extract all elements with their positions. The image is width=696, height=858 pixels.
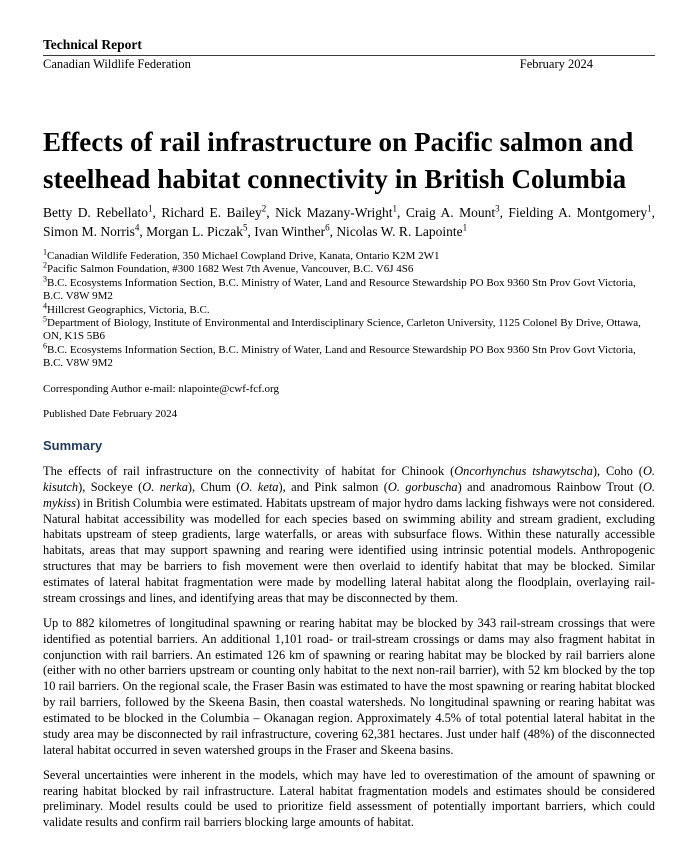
affiliation-ref: 3 [495, 203, 500, 214]
affiliation-ref: 1 [462, 222, 468, 233]
species-name: O. mykiss [43, 479, 655, 510]
affiliation-ref: 4 [134, 222, 140, 233]
published-date-line: Published Date February 2024 [43, 407, 178, 420]
header-date: February 2024 [519, 56, 593, 71]
author-list: Betty D. Rebellato1, Richard E. Bailey2,… [43, 203, 656, 239]
species-name: O. gorbuscha [387, 479, 458, 494]
affiliation-item: 2Pacific Salmon Foundation, #300 1682 We… [43, 260, 414, 276]
affiliation-item: 5Department of Biology, Institute of Env… [43, 314, 641, 343]
page-header: Technical Report Canadian Wildlife Feder… [43, 37, 655, 72]
affiliation-list: 1Canadian Wildlife Federation, 350 Micha… [43, 247, 655, 371]
header-rule [43, 54, 655, 56]
summary-paragraph: Up to 882 kilometres of longitudinal spa… [43, 615, 655, 757]
report-title: Effects of rail infrastructure on Pacifi… [43, 127, 634, 194]
species-name: O. nerka [142, 479, 188, 494]
header-row: Canadian Wildlife Federation February 20… [43, 57, 655, 73]
corresponding-author-line: Corresponding Author e-mail: nlapointe@c… [43, 382, 279, 395]
affiliation-ref: 2 [261, 203, 267, 214]
report-type-label: Technical Report [43, 37, 142, 52]
summary-heading: Summary [43, 437, 103, 453]
species-name: O. kisutch [43, 463, 655, 494]
affiliation-ref: 6 [325, 222, 330, 233]
affiliation-ref: 5 [243, 222, 248, 233]
affiliation-item: 6B.C. Ecosystems Information Section, B.… [43, 341, 636, 370]
affiliation-ref: 1 [147, 203, 153, 214]
affiliation-item: 1Canadian Wildlife Federation, 350 Micha… [43, 247, 440, 262]
species-name: O. keta [240, 479, 279, 494]
summary-paragraphs: The effects of rail infrastructure on th… [43, 464, 655, 831]
affiliation-item: 4Hillcrest Geographics, Victoria, B.C. [43, 300, 210, 316]
affiliation-ref: 1 [392, 203, 397, 214]
header-organization: Canadian Wildlife Federation [43, 56, 191, 71]
species-name: Oncorhynchus tshawytscha [454, 463, 593, 478]
affiliation-ref: 1 [647, 203, 652, 214]
summary-paragraph: The effects of rail infrastructure on th… [43, 463, 655, 605]
affiliation-item: 3B.C. Ecosystems Information Section, B.… [43, 274, 636, 303]
summary-paragraph: Several uncertainties were inherent in t… [43, 767, 655, 830]
